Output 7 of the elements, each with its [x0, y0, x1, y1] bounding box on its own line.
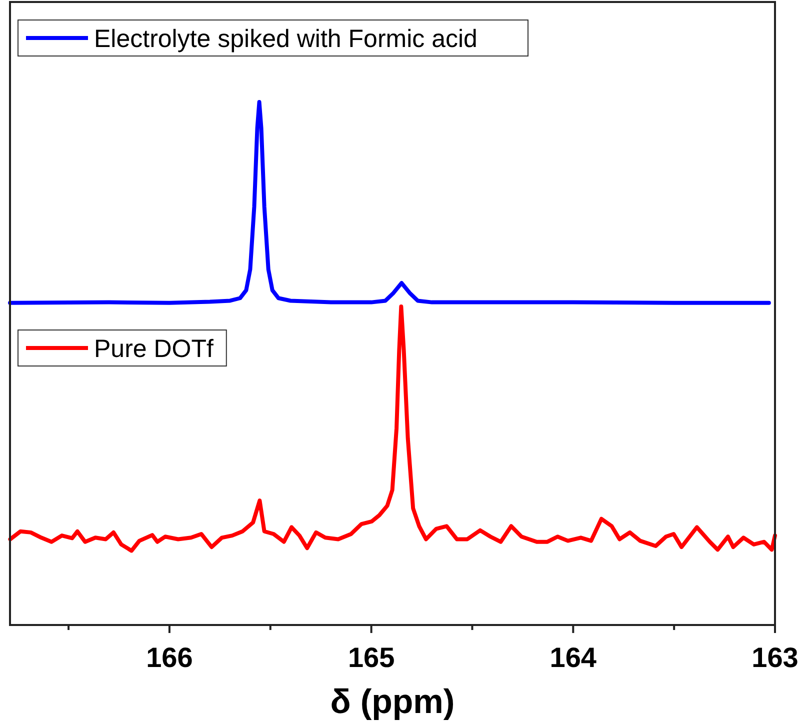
x-tick-label: 165	[348, 642, 395, 673]
legend-label: Pure DOTf	[94, 335, 214, 363]
x-tick-label: 166	[146, 642, 193, 673]
x-tick-label: 164	[550, 642, 597, 673]
x-tick-label: 163	[752, 642, 798, 673]
x-axis-title: δ (ppm)	[330, 683, 455, 721]
legend-label: Electrolyte spiked with Formic acid	[94, 25, 478, 53]
